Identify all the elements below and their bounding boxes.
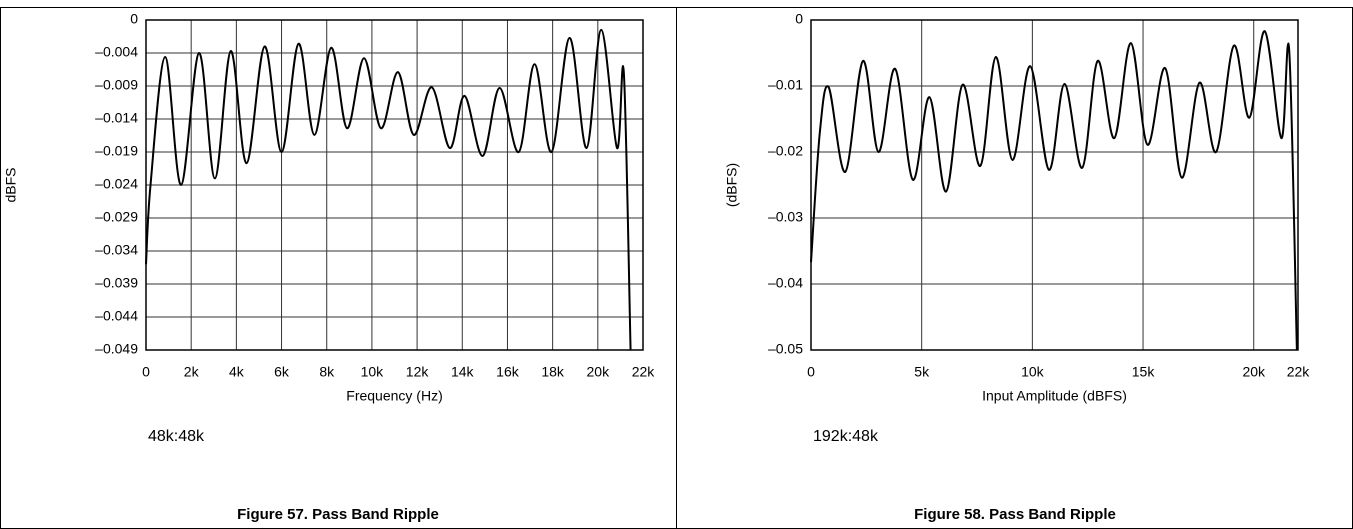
x-tick-label: 16k: [496, 364, 520, 380]
y-axis-label: dBFS: [3, 167, 19, 202]
y-tick-label: –0.014: [95, 110, 138, 126]
y-tick-label: 0: [130, 11, 138, 27]
y-tick-label: –0.044: [95, 308, 138, 324]
x-tick-label: 6k: [274, 364, 290, 380]
y-tick-label: –0.039: [95, 275, 138, 291]
plot-frame: [810, 19, 1299, 351]
y-tick-label: –0.04: [768, 275, 803, 291]
x-tick-label: 10k: [1021, 364, 1045, 380]
x-tick-label: 0: [142, 364, 150, 380]
annotation: 192k:48k: [813, 428, 879, 445]
y-tick-label: –0.01: [768, 77, 803, 93]
x-tick-label: 20k: [587, 364, 611, 380]
y-tick-label: –0.004: [95, 44, 138, 60]
x-tick-label: 12k: [406, 364, 430, 380]
x-tick-label: 0: [807, 364, 815, 380]
x-tick-label: 10k: [361, 364, 385, 380]
plot-frame: [145, 19, 644, 351]
data-line: [810, 30, 1298, 351]
y-tick-label: –0.034: [95, 242, 138, 258]
y-tick-label: –0.019: [95, 143, 138, 159]
y-axis-label: (dBFS): [724, 163, 740, 207]
x-tick-label: 20k: [1242, 364, 1266, 380]
y-tick-label: –0.02: [768, 143, 803, 159]
x-axis-label: Input Amplitude (dBFS): [982, 388, 1127, 404]
x-tick-label: 8k: [319, 364, 335, 380]
y-tick-label: –0.029: [95, 209, 138, 225]
y-tick-label: 0: [795, 11, 803, 27]
figure-caption: Figure 58. Pass Band Ripple: [914, 506, 1116, 523]
x-tick-label: 22k: [1287, 364, 1311, 380]
x-axis-label: Frequency (Hz): [346, 388, 442, 404]
x-tick-label: 15k: [1132, 364, 1156, 380]
x-tick-label: 22k: [632, 364, 656, 380]
x-tick-label: 14k: [451, 364, 475, 380]
y-tick-label: –0.03: [768, 209, 803, 225]
x-tick-label: 4k: [229, 364, 245, 380]
annotation: 48k:48k: [148, 428, 205, 445]
y-tick-label: –0.009: [95, 77, 138, 93]
y-tick-label: –0.024: [95, 176, 138, 192]
y-tick-label: –0.05: [768, 341, 803, 357]
x-tick-label: 5k: [914, 364, 930, 380]
y-tick-label: –0.049: [95, 341, 138, 357]
x-tick-label: 18k: [541, 364, 565, 380]
x-tick-label: 2k: [184, 364, 200, 380]
data-line: [145, 28, 632, 351]
figure-caption: Figure 57. Pass Band Ripple: [237, 506, 439, 523]
